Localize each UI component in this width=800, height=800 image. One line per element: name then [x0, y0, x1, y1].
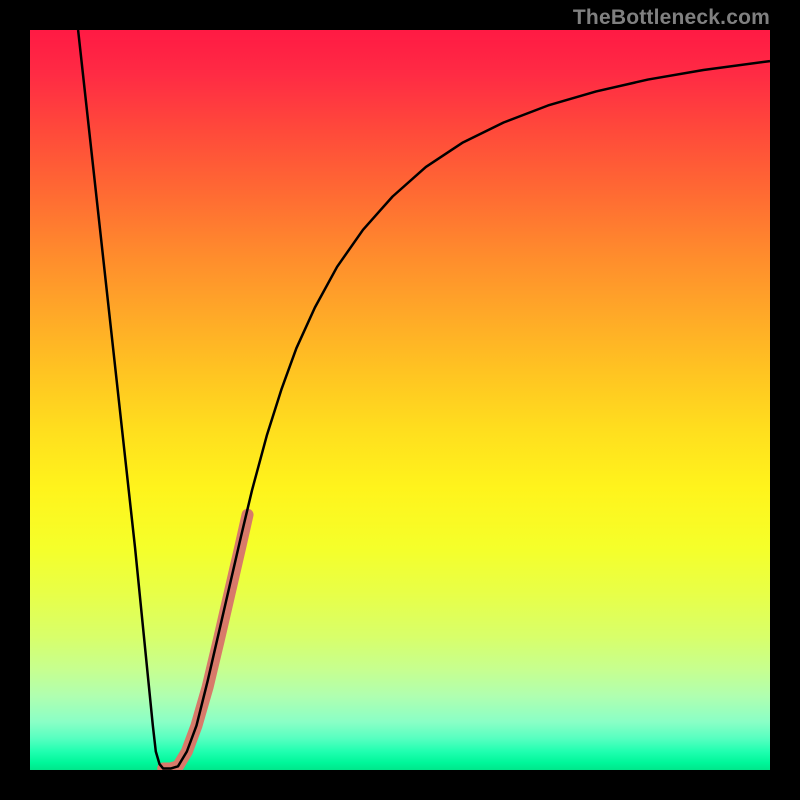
- chart-svg: [30, 30, 770, 770]
- plot-area: [30, 30, 770, 770]
- gradient-background: [30, 30, 770, 770]
- chart-container: TheBottleneck.com: [0, 0, 800, 800]
- watermark-text: TheBottleneck.com: [573, 6, 770, 30]
